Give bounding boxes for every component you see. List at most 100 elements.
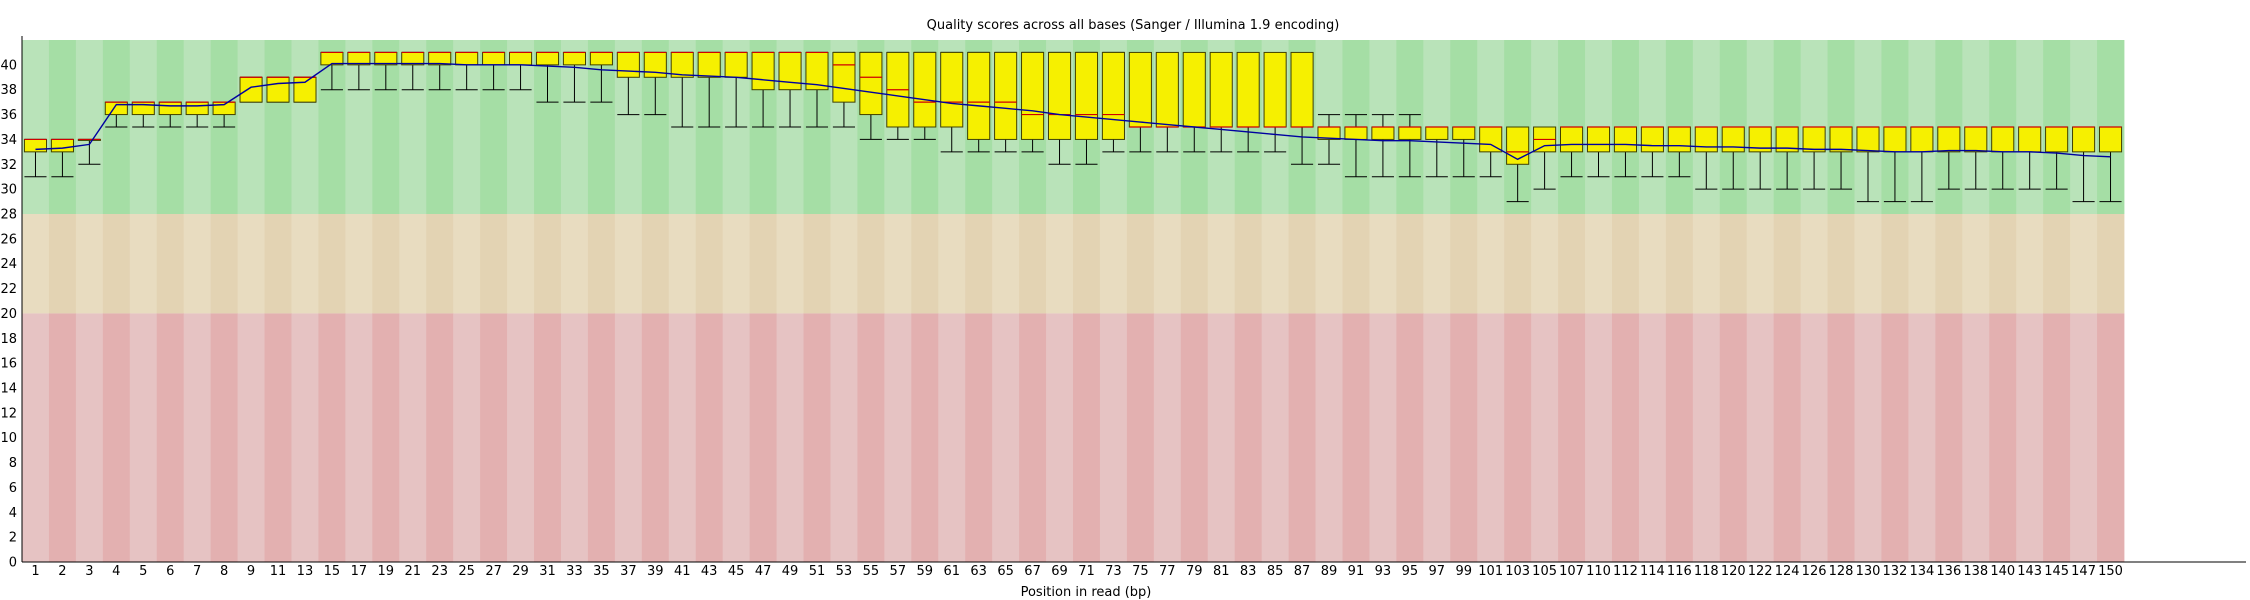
y-tick-label: 8 xyxy=(9,456,17,471)
zone-stripe xyxy=(1099,214,1128,314)
box-group-13 xyxy=(293,76,317,103)
x-tick-label: 116 xyxy=(1667,564,1692,579)
zone-stripe xyxy=(1073,214,1101,314)
box-group-120 xyxy=(1721,126,1745,190)
zone-stripe xyxy=(749,214,777,314)
zone-stripe xyxy=(2016,313,2044,562)
zone-stripe xyxy=(1315,313,1343,562)
box-group-59 xyxy=(913,51,937,140)
x-tick-label: 61 xyxy=(943,564,960,579)
zone-stripe xyxy=(641,313,670,562)
x-tick-label: 69 xyxy=(1051,564,1068,579)
zone-stripe xyxy=(1719,214,1748,314)
zone-stripe xyxy=(803,313,831,562)
zone-stripe xyxy=(1019,214,1047,314)
zone-stripe xyxy=(1935,214,1963,314)
y-tick-label: 30 xyxy=(0,183,17,198)
zone-stripe xyxy=(1504,214,1532,314)
x-tick-label: 128 xyxy=(1829,564,1854,579)
zone-stripe xyxy=(1261,214,1289,314)
box-group-93 xyxy=(1371,114,1395,178)
x-tick-label: 132 xyxy=(1883,564,1908,579)
x-tick-label: 29 xyxy=(512,564,529,579)
iqr-box xyxy=(1128,51,1152,128)
zone-stripe xyxy=(722,214,751,314)
iqr-box xyxy=(832,51,856,103)
zone-stripe xyxy=(1665,214,1694,314)
box-group-63 xyxy=(967,51,991,153)
iqr-box xyxy=(1883,126,1907,153)
iqr-box xyxy=(2018,126,2042,153)
zone-stripe xyxy=(345,313,373,562)
zone-stripe xyxy=(1773,313,1802,562)
iqr-box xyxy=(1047,51,1072,140)
box-group-101 xyxy=(1479,126,1503,178)
zone-stripe xyxy=(102,214,131,314)
zone-stripe xyxy=(1315,214,1343,314)
iqr-box xyxy=(185,101,209,116)
box-group-75 xyxy=(1128,51,1152,153)
zone-stripe xyxy=(1989,214,2017,314)
zone-stripe xyxy=(1638,313,1667,562)
zone-stripe xyxy=(1665,313,1694,562)
x-tick-label: 114 xyxy=(1640,564,1665,579)
zone-stripe xyxy=(480,214,508,314)
box-group-21 xyxy=(401,51,425,91)
zone-stripe xyxy=(264,313,292,562)
zone-stripe xyxy=(2097,313,2125,562)
box-group-55 xyxy=(859,51,883,140)
zone-stripe xyxy=(22,214,50,314)
box-group-61 xyxy=(940,51,964,153)
zone-stripe xyxy=(722,313,751,562)
x-tick-label: 77 xyxy=(1159,564,1176,579)
iqr-box xyxy=(1991,126,2015,153)
zone-stripe xyxy=(803,214,831,314)
zone-stripe xyxy=(830,214,858,314)
iqr-box xyxy=(1640,126,1664,153)
zone-stripe xyxy=(938,214,966,314)
zone-stripe xyxy=(183,313,212,562)
x-tick-label: 39 xyxy=(647,564,664,579)
zone-stripe xyxy=(534,214,562,314)
box-group-83 xyxy=(1236,51,1260,153)
iqr-box xyxy=(482,51,506,66)
x-tick-label: 33 xyxy=(566,564,583,579)
zone-stripe xyxy=(48,313,77,562)
zone-stripe xyxy=(318,313,346,562)
box-group-118 xyxy=(1694,126,1718,190)
zone-stripe xyxy=(1046,214,1074,314)
zone-stripe xyxy=(75,40,104,214)
zone-stripe xyxy=(884,313,912,562)
zone-stripe xyxy=(102,313,131,562)
y-tick-label: 24 xyxy=(0,257,17,272)
box-group-43 xyxy=(697,51,721,128)
zone-stripe xyxy=(453,214,481,314)
x-tick-label: 13 xyxy=(297,564,314,579)
zone-stripe xyxy=(1585,313,1613,562)
zone-stripe xyxy=(587,313,616,562)
zone-stripe xyxy=(776,214,804,314)
zone-stripe xyxy=(1989,313,2017,562)
x-tick-label: 35 xyxy=(593,564,610,579)
box-group-41 xyxy=(670,51,694,128)
zone-stripe xyxy=(938,313,966,562)
x-tick-label: 21 xyxy=(404,564,421,579)
x-tick-label: 147 xyxy=(2071,564,2096,579)
x-tick-label: 136 xyxy=(1936,564,1961,579)
zone-stripe xyxy=(75,214,104,314)
x-tick-label: 97 xyxy=(1429,564,1446,579)
zone-stripe xyxy=(1207,214,1236,314)
x-tick-label: 120 xyxy=(1721,564,1746,579)
zone-stripe xyxy=(911,214,939,314)
x-tick-label: 134 xyxy=(1909,564,1934,579)
zone-stripe xyxy=(1450,313,1478,562)
zone-stripe xyxy=(1962,313,1990,562)
zone-stripe xyxy=(264,40,292,214)
x-tick-label: 27 xyxy=(485,564,502,579)
box-group-107 xyxy=(1560,126,1584,178)
zone-stripe xyxy=(318,214,346,314)
x-tick-label: 37 xyxy=(620,564,637,579)
x-tick-label: 124 xyxy=(1775,564,1800,579)
zone-stripe xyxy=(1881,214,1909,314)
zone-stripe xyxy=(1423,214,1451,314)
